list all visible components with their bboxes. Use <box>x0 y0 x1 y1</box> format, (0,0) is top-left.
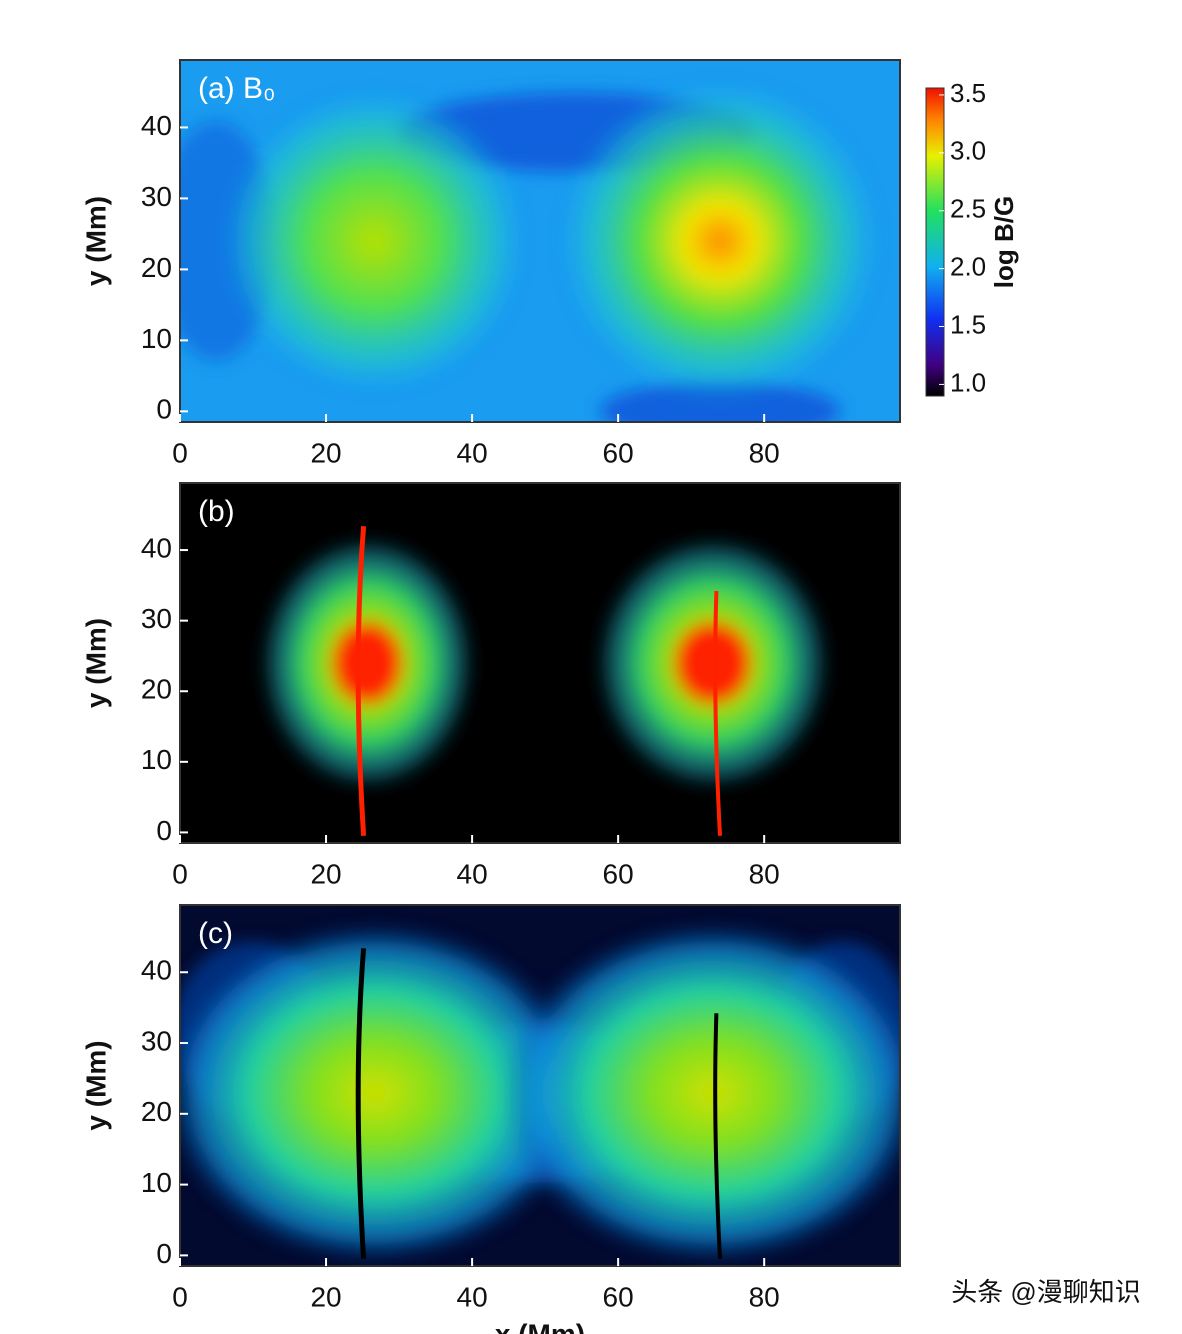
heatmap-texture <box>180 922 900 1263</box>
x-tick-label: 40 <box>457 858 488 889</box>
heatmap-image <box>180 483 900 843</box>
y-tick-label: 20 <box>141 674 172 705</box>
y-tick-label: 10 <box>141 1167 172 1198</box>
watermark: 头条 @漫聊知识 <box>951 1277 1141 1307</box>
x-tick-label: 20 <box>310 1281 341 1312</box>
y-axis-label: y (Mm) <box>80 618 111 708</box>
y-axis-label: y (Mm) <box>80 196 111 286</box>
y-tick-label: 20 <box>141 1096 172 1127</box>
magnetic-spot <box>180 922 585 1263</box>
heatmap-image <box>180 60 900 422</box>
y-tick-label: 20 <box>141 252 172 283</box>
x-tick-label: 0 <box>172 858 188 889</box>
filament <box>355 526 367 836</box>
heatmap-image <box>180 905 900 1266</box>
y-tick-label: 40 <box>141 955 172 986</box>
filament <box>713 1013 722 1259</box>
filament <box>355 948 367 1259</box>
y-axis-label: y (Mm) <box>80 1040 111 1130</box>
x-tick-label: 0 <box>172 437 188 468</box>
y-tick-label: 10 <box>141 744 172 775</box>
x-tick-label: 20 <box>310 858 341 889</box>
colorbar-tick-label: 2.5 <box>950 194 986 224</box>
filament <box>713 590 722 836</box>
panel-label: (c) <box>198 917 233 950</box>
heatmap-texture <box>257 533 833 793</box>
x-tick-label: 80 <box>749 1281 780 1312</box>
colorbar-label: log B/G <box>989 196 1019 288</box>
panel-label: (b) <box>198 495 235 528</box>
x-tick-label: 40 <box>457 437 488 468</box>
y-tick-label: 40 <box>141 110 172 141</box>
y-tick-label: 10 <box>141 323 172 354</box>
magnetic-spot <box>224 91 525 391</box>
colorbar-tick-label: 1.5 <box>950 309 986 339</box>
heatmap-texture <box>180 81 880 422</box>
heatmap-region <box>600 381 840 422</box>
magnetic-spot <box>257 533 478 793</box>
panel-label: (a) B₀ <box>198 72 275 105</box>
y-tick-label: 30 <box>141 181 172 212</box>
x-tick-label: 60 <box>603 858 634 889</box>
x-tick-label: 80 <box>749 858 780 889</box>
x-tick-label: 80 <box>749 437 780 468</box>
magnetic-spot <box>592 533 833 793</box>
magnetic-spot <box>502 922 900 1263</box>
y-tick-label: 0 <box>156 394 172 425</box>
plot-frame <box>179 59 901 423</box>
colorbar-tick-label: 2.0 <box>950 252 986 282</box>
y-tick-label: 30 <box>141 603 172 634</box>
colorbar <box>925 87 945 397</box>
x-axis-label: x (Mm) <box>495 1318 585 1334</box>
x-tick-label: 60 <box>603 437 634 468</box>
magnetic-spot <box>560 81 880 401</box>
y-tick-label: 40 <box>141 532 172 563</box>
x-tick-label: 20 <box>310 437 341 468</box>
y-tick-label: 0 <box>156 815 172 846</box>
colorbar-tick-label: 3.5 <box>950 78 986 108</box>
x-tick-label: 40 <box>457 1281 488 1312</box>
plot-frame <box>179 904 901 1267</box>
y-tick-label: 30 <box>141 1025 172 1056</box>
x-tick-label: 0 <box>172 1281 188 1312</box>
colorbar-tick-label: 1.0 <box>950 367 986 397</box>
colorbar-tick-label: 3.0 <box>950 136 986 166</box>
x-tick-label: 60 <box>603 1281 634 1312</box>
plot-frame <box>179 482 901 844</box>
y-tick-label: 0 <box>156 1238 172 1269</box>
